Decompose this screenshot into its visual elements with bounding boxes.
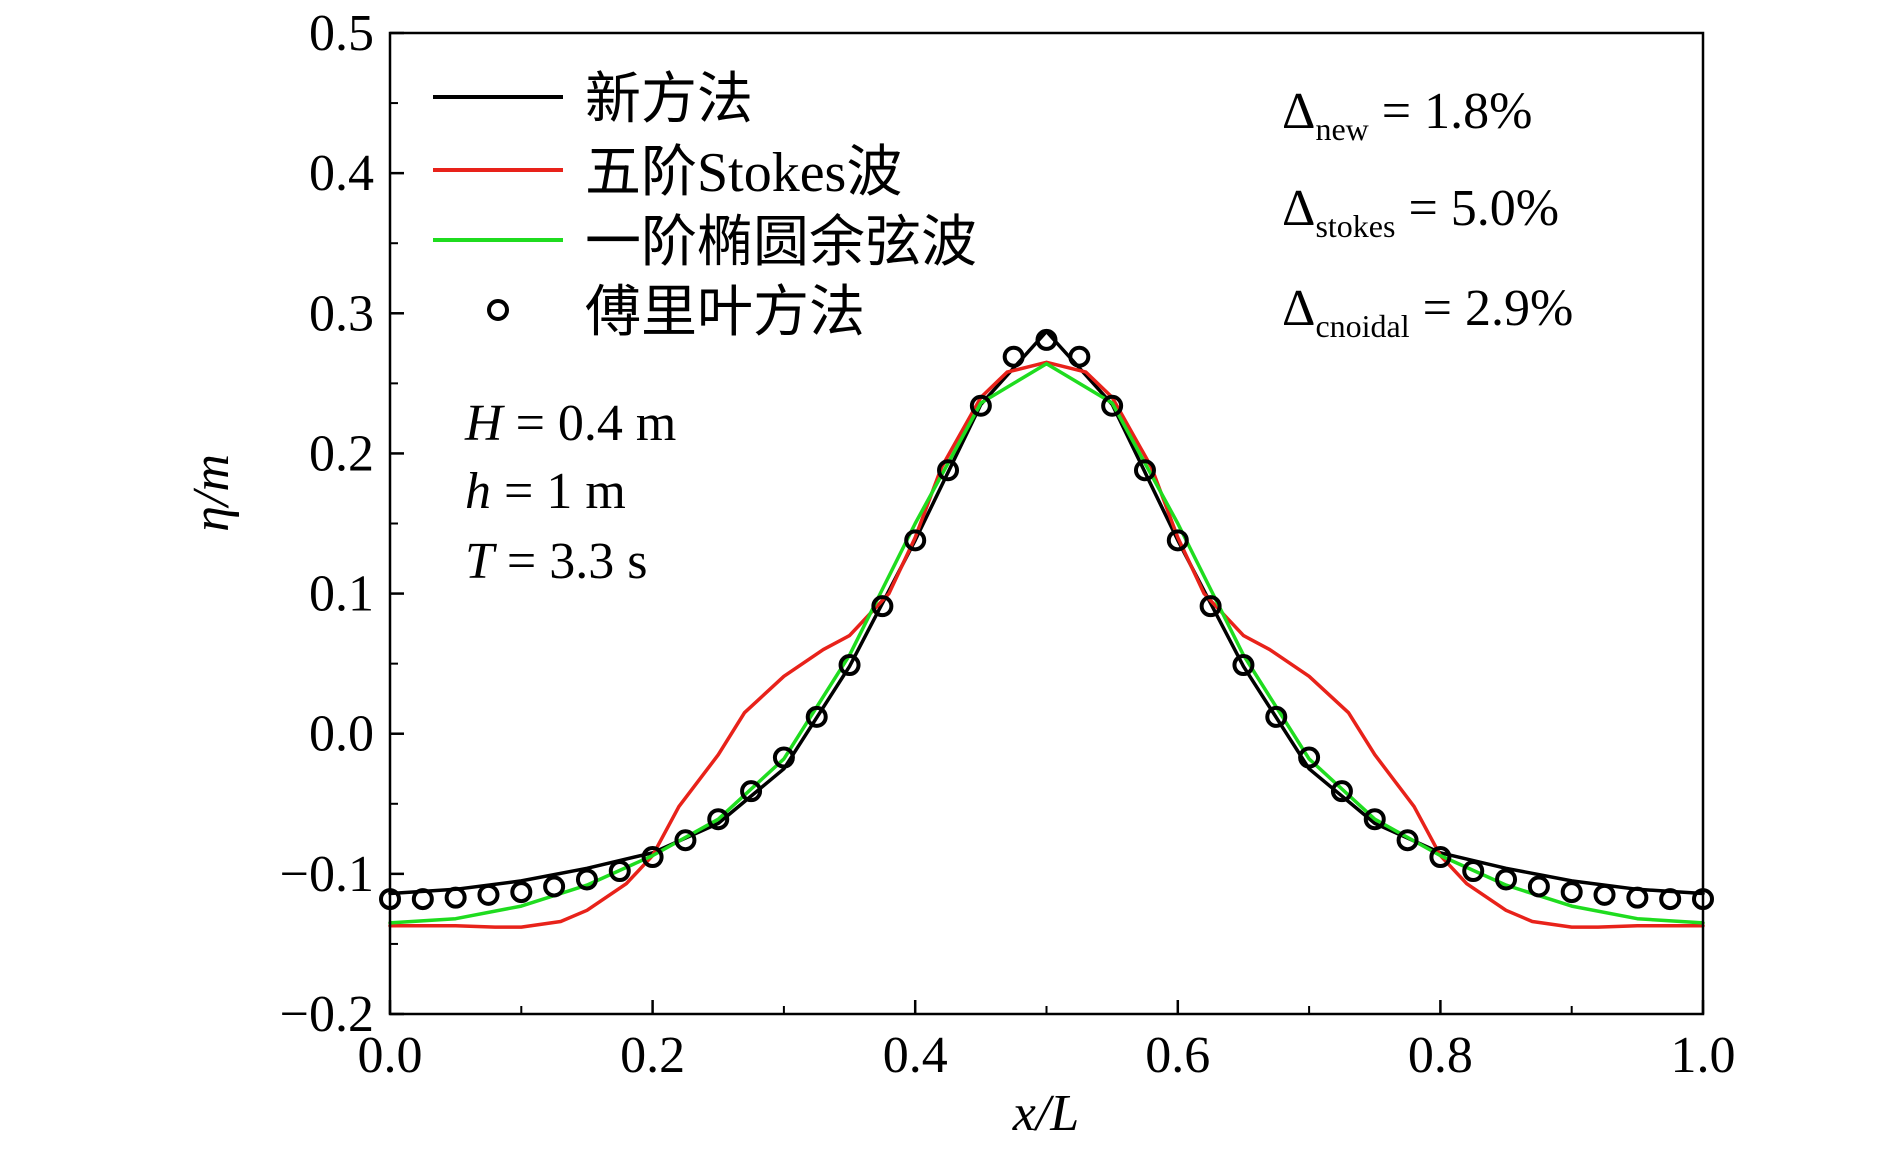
fourier-data-point <box>1626 886 1649 909</box>
plot-frame <box>388 31 1705 1016</box>
y-tick-label: 0.0 <box>309 706 374 763</box>
y-axis-title: η/m <box>183 454 240 532</box>
fourier-data-point <box>608 860 631 883</box>
x-tick-label: 0.8 <box>1408 1027 1473 1084</box>
fourier-data-point <box>674 829 697 852</box>
fourier-data-point <box>1166 529 1189 552</box>
fourier-data-point <box>1495 868 1518 891</box>
fourier-data-point <box>641 846 664 869</box>
param-water-depth: h = 1 m <box>465 463 626 520</box>
error-stokes: Δstokes = 5.0% <box>1282 180 1559 244</box>
fourier-data-point <box>1133 459 1156 482</box>
fourier-data-point <box>510 881 533 904</box>
fourier-data-point <box>543 875 566 898</box>
legend-label-stokes: 五阶Stokes波 <box>585 142 902 204</box>
legend-swatch-fourier <box>487 299 509 321</box>
fourier-data-point <box>1330 780 1353 803</box>
x-tick-label: 0.2 <box>620 1027 685 1084</box>
wave-parameters: H = 0.4 m h = 1 m T = 3.3 s <box>464 395 676 590</box>
fourier-data-point <box>1068 345 1091 368</box>
error-annotations: Δnew = 1.8% Δstokes = 5.0% Δcnoidal = 2.… <box>1282 83 1573 344</box>
fourier-data-point <box>444 886 467 909</box>
fourier-data-point <box>1265 705 1288 728</box>
fourier-data-point <box>477 883 500 906</box>
legend-label-fourier: 傅里叶方法 <box>585 282 865 344</box>
y-tick-label: 0.4 <box>309 145 374 202</box>
fourier-data-point <box>707 808 730 831</box>
fourier-data-point <box>1232 654 1255 677</box>
fourier-data-point <box>969 394 992 417</box>
param-wave-height: H = 0.4 m <box>464 395 676 452</box>
fourier-data-point <box>1462 860 1485 883</box>
y-tick-label: 0.1 <box>309 566 374 623</box>
fourier-data-point <box>1101 394 1124 417</box>
fourier-data-point <box>1002 345 1025 368</box>
fourier-data-point <box>805 705 828 728</box>
fourier-data-point <box>1363 808 1386 831</box>
fourier-data-point <box>1659 888 1682 911</box>
ticks-layer: 0.0 0.2 0.4 0.6 0.8 1.0 −0.2 −0.1 0.0 0.1 0.2 0.3 0.… <box>280 5 1736 1084</box>
legend: 新方法 五阶Stokes波 一阶椭圆余弦波 傅里叶方法 <box>433 69 977 344</box>
x-axis-title: x/L <box>1012 1085 1079 1142</box>
fourier-data-point <box>740 780 763 803</box>
fourier-data-point <box>1199 595 1222 618</box>
fourier-data-point <box>1429 846 1452 869</box>
fourier-data-point <box>838 654 861 677</box>
fourier-data-point <box>937 459 960 482</box>
fourier-data-point <box>1396 829 1419 852</box>
fourier-data-point <box>871 595 894 618</box>
error-cnoidal: Δcnoidal = 2.9% <box>1282 280 1573 344</box>
fourier-data-point <box>1298 746 1321 769</box>
fourier-data-point <box>772 746 795 769</box>
y-tick-label: 0.3 <box>309 285 374 342</box>
fourier-data-point <box>1035 328 1058 351</box>
error-new-method: Δnew = 1.8% <box>1282 83 1532 147</box>
legend-label-cnoidal: 一阶椭圆余弦波 <box>585 212 977 274</box>
fourier-data-point <box>1527 875 1550 898</box>
plot-area <box>390 33 1703 1014</box>
param-wave-period: T = 3.3 s <box>465 533 647 590</box>
fourier-data-point <box>904 529 927 552</box>
fourier-data-point <box>1560 881 1583 904</box>
x-tick-label: 0.4 <box>883 1027 948 1084</box>
y-tick-label: 0.2 <box>309 425 374 482</box>
y-tick-label: −0.2 <box>280 986 374 1043</box>
x-tick-label: 0.0 <box>358 1027 423 1084</box>
x-tick-label: 1.0 <box>1671 1027 1736 1084</box>
series-line-2 <box>388 361 1705 925</box>
x-tick-label: 0.6 <box>1145 1027 1210 1084</box>
fourier-data-point <box>575 868 598 891</box>
legend-label-new-method: 新方法 <box>585 69 753 131</box>
fourier-data-point <box>411 888 434 911</box>
y-tick-label: 0.5 <box>309 5 374 62</box>
series-layer <box>379 328 1714 929</box>
fourier-data-point <box>1593 883 1616 906</box>
y-tick-label: −0.1 <box>280 846 374 903</box>
